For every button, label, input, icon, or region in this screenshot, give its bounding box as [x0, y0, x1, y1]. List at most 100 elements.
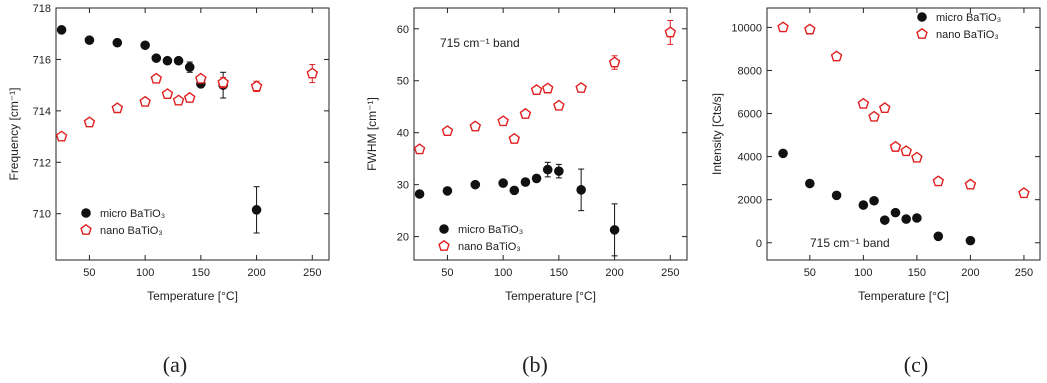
y-tick-label: 20: [397, 232, 409, 244]
y-tick-label: 0: [756, 238, 762, 250]
x-tick-label: 250: [303, 267, 321, 279]
y-tick-label: 30: [397, 180, 409, 192]
y-tick-label: 60: [397, 24, 409, 36]
x-tick-label: 100: [136, 267, 154, 279]
data-point: [139, 95, 151, 107]
legend-marker: [80, 223, 92, 235]
data-point: [161, 88, 174, 100]
data-point: [520, 177, 531, 187]
legend: micro BaTiO₃ nano BaTiO₃: [916, 12, 1001, 41]
data-point: [912, 213, 922, 223]
data-point: [469, 120, 482, 132]
series-micro: [778, 148, 976, 246]
legend-marker: [81, 208, 91, 218]
data-point: [777, 21, 789, 33]
data-point: [869, 195, 879, 206]
data-point: [805, 178, 815, 189]
y-tick-label: 6000: [738, 109, 762, 121]
y-axis-label: Frequency [cm⁻¹]: [7, 87, 21, 180]
legend-label: micro BaTiO₃: [458, 224, 523, 236]
data-point: [509, 185, 520, 196]
series-micro: [414, 161, 620, 257]
y-tick-label: 50: [397, 76, 409, 88]
legend-marker: [439, 224, 449, 234]
y-tick-label: 712: [33, 157, 51, 169]
data-point: [830, 50, 843, 62]
legend-marker: [916, 27, 928, 39]
data-point: [933, 231, 944, 242]
chart-panel-2: 50 100 150 200 250 20 30 40 50 60 Temperature [°C]…: [365, 7, 688, 377]
data-point: [575, 81, 587, 93]
data-point: [470, 179, 481, 190]
data-point: [306, 67, 319, 79]
data-point: [608, 56, 621, 68]
data-point: [609, 225, 620, 235]
data-point: [531, 173, 542, 184]
y-tick-label: 710: [33, 209, 51, 221]
x-axis-label: Temperature [°C]: [147, 289, 238, 303]
data-point: [554, 166, 564, 176]
x-tick-label: 250: [1015, 267, 1033, 279]
data-point: [441, 125, 454, 137]
y-tick-label: 718: [33, 3, 51, 15]
data-point: [868, 110, 880, 122]
data-point: [195, 72, 207, 84]
x-tick-label: 200: [605, 267, 623, 279]
data-point: [553, 99, 565, 111]
data-point: [442, 186, 453, 196]
data-point: [55, 130, 68, 142]
x-tick-label: 200: [247, 267, 265, 279]
data-point: [498, 178, 508, 188]
data-point: [900, 145, 912, 157]
x-tick-label: 200: [961, 267, 979, 279]
plot-frame: [55, 7, 330, 261]
data-point: [173, 55, 184, 66]
data-point: [497, 115, 509, 127]
data-point: [84, 35, 95, 45]
data-point: [778, 148, 788, 159]
legend-label: nano BaTiO₃: [458, 241, 521, 253]
data-point: [508, 132, 521, 144]
data-point: [965, 235, 976, 246]
data-point: [831, 190, 842, 201]
legend: micro BaTiO₃ nano BaTiO₃: [80, 208, 165, 237]
y-tick-label: 714: [33, 106, 51, 118]
data-point: [664, 26, 677, 38]
data-point: [901, 214, 911, 224]
x-tick-label: 150: [192, 267, 210, 279]
data-point: [413, 143, 426, 155]
data-point: [530, 84, 543, 96]
data-point: [140, 40, 150, 51]
data-point: [879, 215, 890, 225]
data-point: [250, 80, 263, 92]
data-point: [541, 82, 554, 94]
x-tick-label: 100: [854, 267, 872, 279]
x-tick-label: 50: [83, 267, 95, 279]
x-tick-label: 100: [494, 267, 512, 279]
chart-panel-1: 50 100 150 200 250 710 712 714 716 718 Temperature…: [7, 3, 330, 377]
y-tick-label: 4000: [738, 152, 762, 164]
data-point: [184, 62, 195, 72]
x-tick-label: 150: [550, 267, 568, 279]
data-point: [964, 178, 977, 190]
data-point: [857, 97, 870, 109]
data-point: [878, 102, 891, 114]
x-tick-label: 50: [804, 267, 816, 279]
data-point: [576, 185, 586, 195]
data-point: [804, 23, 816, 35]
y-tick-label: 2000: [738, 195, 762, 207]
series-nano: [55, 64, 319, 142]
data-point: [911, 151, 923, 163]
legend-label: nano BaTiO₃: [936, 29, 999, 41]
data-point: [162, 55, 173, 66]
series-nano: [413, 19, 677, 155]
data-point: [858, 200, 869, 210]
data-point: [183, 91, 196, 103]
data-point: [1018, 187, 1030, 199]
band-annotation: 715 cm⁻¹ band: [440, 36, 520, 50]
y-axis-label: FWHM [cm⁻¹]: [365, 97, 379, 171]
data-point: [889, 140, 902, 152]
x-axis-label: Temperature [°C]: [858, 289, 949, 303]
plot-frame: [766, 7, 1041, 261]
data-point: [172, 94, 185, 106]
